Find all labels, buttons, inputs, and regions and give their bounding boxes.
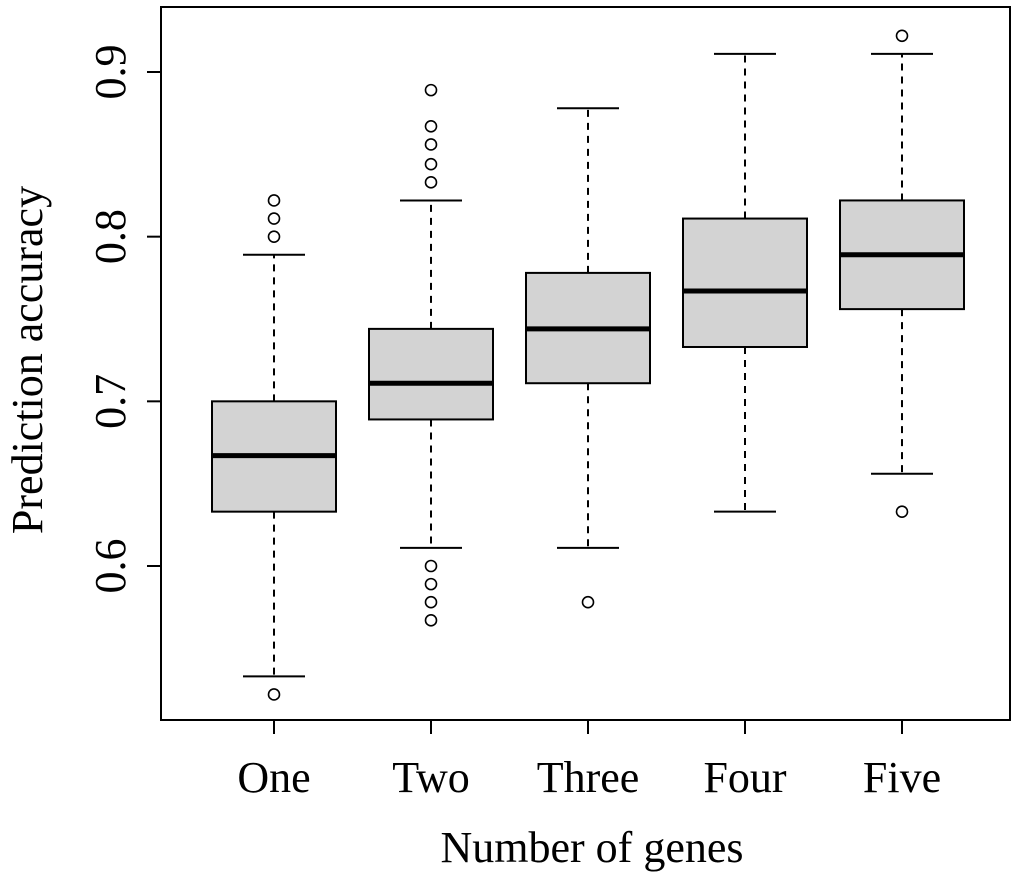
x-tick-label: Five [863,753,941,802]
outlier-point [267,230,281,243]
plot-frame [160,6,1011,721]
box-five [839,29,965,518]
y-axis-title: Prediction accuracy [3,186,52,534]
x-tick-label: One [237,753,310,802]
outlier-point [424,559,438,573]
outlier-point [424,83,438,97]
box-two [368,83,494,627]
box-one [211,194,337,701]
y-tick-label: 0.8 [86,209,135,264]
x-tick-label: Four [703,753,786,802]
x-axis-title: Number of genes [440,823,743,872]
box-body [682,217,808,348]
x-tick-label: Three [537,753,640,802]
outlier-point [424,138,438,151]
outlier-point [267,194,281,207]
outlier-point [424,614,438,627]
y-axis: 0.6 0.7 0.8 0.9 [86,45,161,594]
outlier-point [267,212,281,225]
outlier-point [581,595,595,609]
x-tick-label: Two [392,753,470,802]
outlier-point [895,505,909,518]
outlier-point [895,29,909,43]
y-tick-label: 0.7 [86,374,135,429]
box-body [368,327,494,421]
outlier-point [424,176,438,189]
box-series [211,29,965,701]
box-four [682,52,808,513]
outlier-point [267,688,281,701]
y-tick-label: 0.9 [86,45,135,100]
y-tick-label: 0.6 [86,539,135,594]
outlier-point [424,577,438,591]
x-axis: One Two Three Four Five [237,720,941,802]
outlier-point [424,120,438,133]
box-three [525,107,651,609]
outlier-point [424,157,438,171]
outlier-point [424,595,438,609]
